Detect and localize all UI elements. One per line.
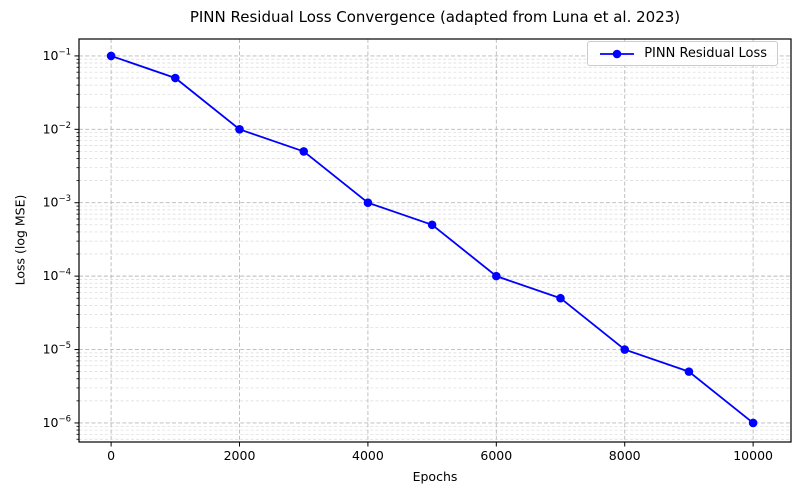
data-point-marker (748, 418, 758, 428)
x-tick-label: 2000 (224, 448, 256, 463)
y-tick-label: 10−4 (43, 268, 71, 284)
x-tick-label: 0 (107, 448, 115, 463)
data-point-marker (620, 345, 630, 354)
data-point-marker (556, 293, 565, 303)
data-point-marker (235, 125, 244, 134)
data-point-marker (684, 367, 694, 376)
data-point-marker (171, 73, 180, 83)
y-tick-label: 10−2 (43, 121, 71, 137)
data-point-marker (299, 147, 309, 156)
x-tick-label: 8000 (609, 448, 641, 463)
axes-spines (78, 38, 792, 443)
data-point-marker (363, 198, 373, 208)
y-axis-label: Loss (log MSE) (12, 194, 28, 286)
y-tick-label: 10−5 (43, 341, 71, 357)
y-tick-label: 10−6 (43, 414, 71, 430)
legend-line-marker-icon (600, 49, 635, 58)
y-tick-label: 10−3 (43, 194, 71, 210)
data-point-marker (427, 220, 437, 230)
data-point-marker (106, 51, 116, 61)
x-tick-label: 6000 (480, 448, 512, 463)
x-tick-label: 10000 (733, 448, 773, 463)
legend-label: PINN Residual Loss (644, 46, 767, 61)
series-line (110, 55, 754, 424)
data-point-marker (492, 271, 501, 281)
y-tick-label: 10−1 (43, 47, 71, 63)
chart-title: PINN Residual Loss Convergence (adapted … (189, 8, 681, 26)
x-tick-label: 4000 (352, 448, 384, 463)
legend: PINN Residual Loss (587, 41, 778, 66)
x-axis-label: Epochs (412, 469, 458, 484)
